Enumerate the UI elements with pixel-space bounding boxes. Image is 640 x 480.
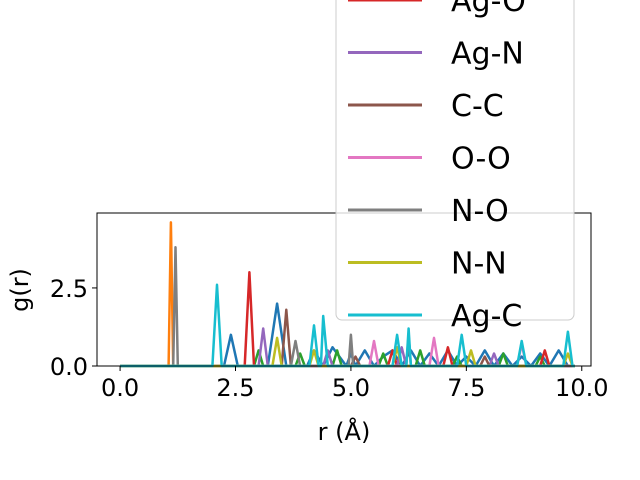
- x-tick-label: 2.5: [216, 374, 254, 402]
- legend-label-ag-n: Ag-N: [451, 37, 524, 72]
- legend-label-n-o: N-O: [451, 194, 509, 229]
- legend-box: [335, 0, 575, 321]
- y-tick-label: 0.0: [50, 353, 88, 381]
- x-axis-ticks: 0.0 2.5 5.0 7.5 10.0: [101, 366, 608, 402]
- legend: Ag-O Ag-N C-C O-O N-O N-N Ag-C: [335, 0, 575, 334]
- x-tick-label: 5.0: [332, 374, 370, 402]
- legend-label-ag-o: Ag-O: [451, 0, 526, 19]
- x-tick-label: 0.0: [101, 374, 139, 402]
- series-line-c-c: [120, 308, 575, 368]
- y-axis-label: g(r): [6, 268, 34, 312]
- y-tick-label: 2.5: [50, 275, 88, 303]
- legend-label-n-n: N-N: [451, 247, 507, 282]
- legend-label-o-o: O-O: [451, 142, 511, 177]
- legend-label-c-c: C-C: [451, 89, 504, 124]
- x-axis-label: r (Å): [318, 417, 371, 446]
- x-tick-label: 7.5: [447, 374, 485, 402]
- y-axis-ticks: 0.0 2.5: [50, 275, 97, 381]
- legend-label-ag-c: Ag-C: [451, 299, 522, 334]
- x-tick-label: 10.0: [555, 374, 608, 402]
